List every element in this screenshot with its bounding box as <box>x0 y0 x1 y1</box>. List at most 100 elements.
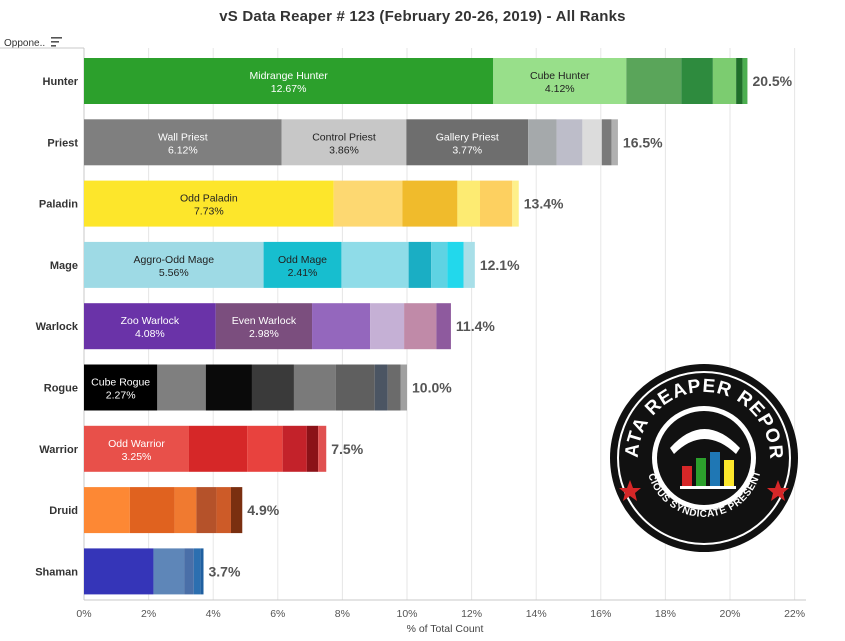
bar-segment[interactable] <box>512 180 519 227</box>
x-tick-label: 18% <box>655 608 676 620</box>
bar-segment[interactable] <box>129 487 175 534</box>
segment-archetype-label: Wall Priest <box>158 131 208 143</box>
bar-segment[interactable] <box>230 487 243 534</box>
segment-archetype-label: Control Priest <box>312 131 376 143</box>
bar-segment[interactable] <box>333 180 403 227</box>
bar-segment[interactable] <box>341 241 409 288</box>
bar-segment[interactable] <box>712 58 737 104</box>
bar-segment[interactable] <box>736 58 743 104</box>
bar-segment[interactable] <box>556 119 583 166</box>
bar-segment[interactable] <box>184 548 194 595</box>
segment-archetype-label: Cube Rogue <box>91 377 150 389</box>
bar-segment[interactable] <box>374 364 388 411</box>
bar-segment[interactable] <box>84 119 282 166</box>
x-tick-label: 10% <box>396 608 417 620</box>
bar-total-label: 7.5% <box>331 441 363 457</box>
segment-value-label: 6.12% <box>168 144 198 156</box>
segment-archetype-label: Cube Hunter <box>530 70 590 82</box>
bar-segment[interactable] <box>601 119 612 166</box>
bar-segment[interactable] <box>312 303 371 350</box>
segment-archetype-label: Even Warlock <box>232 315 297 327</box>
category-label[interactable]: Rogue <box>44 383 78 395</box>
bar-total-label: 10.0% <box>412 380 452 396</box>
sort-descending-icon[interactable] <box>51 36 63 48</box>
category-label[interactable]: Shaman <box>35 566 78 578</box>
category-label[interactable]: Mage <box>50 260 78 272</box>
bar-segment[interactable] <box>479 180 513 227</box>
bar-segment[interactable] <box>457 180 480 227</box>
bar-segment[interactable] <box>611 119 618 166</box>
bar-segment[interactable] <box>84 487 130 534</box>
x-tick-label: 2% <box>141 608 156 620</box>
bar-segment[interactable] <box>84 425 189 472</box>
bar-segment[interactable] <box>84 364 158 411</box>
bar-segment[interactable] <box>282 425 307 472</box>
x-tick-label: 22% <box>784 608 805 620</box>
bar-segment[interactable] <box>463 241 475 288</box>
bar-segment[interactable] <box>528 119 557 166</box>
x-tick-label: 14% <box>526 608 547 620</box>
bar-segment[interactable] <box>196 487 217 534</box>
bar-segment[interactable] <box>402 180 458 227</box>
x-tick-label: 8% <box>335 608 350 620</box>
bar-segment[interactable] <box>188 425 248 472</box>
bar-segment[interactable] <box>84 58 494 104</box>
bar-segment[interactable] <box>216 487 231 534</box>
x-axis-title: % of Total Count <box>406 623 484 635</box>
x-tick-label: 6% <box>270 608 285 620</box>
chart-title: vS Data Reaper # 123 (February 20-26, 20… <box>219 8 626 25</box>
bar-segment[interactable] <box>447 241 464 288</box>
bar-segment[interactable] <box>582 119 602 166</box>
segment-value-label: 3.86% <box>329 144 359 156</box>
bar-segment[interactable] <box>436 303 451 350</box>
segment-value-label: 7.73% <box>194 206 224 218</box>
bar-segment[interactable] <box>84 241 264 288</box>
category-labels: Hunter Priest Paladin Mage Warlock Rogue Warri… <box>35 76 79 578</box>
bar-segment[interactable] <box>387 364 401 411</box>
bar-segment[interactable] <box>408 241 432 288</box>
bar-segment[interactable] <box>263 241 342 288</box>
bar-segment[interactable] <box>215 303 313 350</box>
segment-archetype-label: Zoo Warlock <box>121 315 180 327</box>
bar-segment[interactable] <box>742 58 748 104</box>
bar-segment[interactable] <box>404 303 437 350</box>
bar-segment[interactable] <box>84 303 216 350</box>
bar-segment[interactable] <box>293 364 336 411</box>
segment-archetype-label: Odd Warrior <box>108 438 165 450</box>
bar-segment[interactable] <box>318 425 327 472</box>
bar-segment[interactable] <box>335 364 375 411</box>
bar-segment[interactable] <box>681 58 713 104</box>
bar-segment[interactable] <box>200 548 204 595</box>
segment-archetype-label: Aggro-Odd Mage <box>134 254 215 266</box>
bar-segment[interactable] <box>174 487 197 534</box>
bar-segment[interactable] <box>205 364 252 411</box>
bar-segment[interactable] <box>281 119 407 166</box>
bar-segment[interactable] <box>306 425 319 472</box>
bar-segment[interactable] <box>84 180 334 227</box>
category-label[interactable]: Warrior <box>39 444 78 456</box>
category-label[interactable]: Warlock <box>36 321 79 333</box>
bar-segment[interactable] <box>406 119 529 166</box>
segment-value-label: 4.08% <box>135 328 165 340</box>
bar-segment[interactable] <box>84 548 154 595</box>
bar-segment[interactable] <box>370 303 405 350</box>
row-header-opponent[interactable]: Oppone.. <box>4 38 46 49</box>
x-tick-label: 20% <box>719 608 740 620</box>
bar-segment[interactable] <box>400 364 407 411</box>
bar-segment[interactable] <box>247 425 283 472</box>
segment-archetype-label: Gallery Priest <box>436 131 499 143</box>
bar-segment[interactable] <box>251 364 294 411</box>
bar-segment[interactable] <box>431 241 448 288</box>
bar-segment[interactable] <box>626 58 682 104</box>
category-label[interactable]: Paladin <box>39 199 78 211</box>
bar-segment[interactable] <box>153 548 185 595</box>
x-tick-label: 12% <box>461 608 482 620</box>
category-label[interactable]: Hunter <box>43 76 79 88</box>
bar-total-label: 16.5% <box>623 134 663 150</box>
category-label[interactable]: Priest <box>47 137 78 149</box>
bar-segment[interactable] <box>157 364 206 411</box>
bar-segment[interactable] <box>493 58 627 104</box>
bar-segment[interactable] <box>193 548 201 595</box>
category-label[interactable]: Druid <box>49 505 78 517</box>
